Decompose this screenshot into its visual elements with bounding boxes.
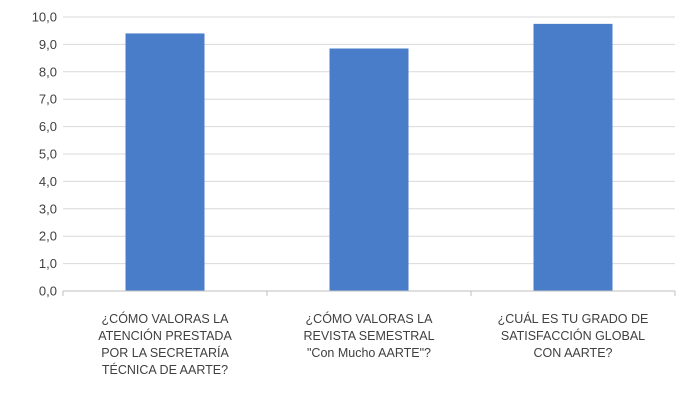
- y-tick-label: 2,0: [39, 229, 57, 244]
- x-category-label-line: POR LA SECRETARÍA: [101, 345, 229, 360]
- y-tick-label: 8,0: [39, 64, 57, 79]
- x-category-label-line: TÉCNICA DE AARTE?: [102, 362, 228, 377]
- y-tick-label: 6,0: [39, 119, 57, 134]
- y-axis-tick-labels: 0,0 1,0 2,0 3,0 4,0 5,0 6,0 7,0 8,0 9,0 10,0: [32, 10, 57, 299]
- bar-1: [125, 33, 205, 291]
- x-category-label-line: "Con Mucho AARTE"?: [307, 346, 431, 360]
- x-category-label-line: ATENCIÓN PRESTADA: [98, 328, 232, 343]
- x-category-label-line: CON AARTE?: [534, 346, 613, 360]
- x-axis-category-labels: ¿CÓMO VALORAS LA ATENCIÓN PRESTADA POR LA …: [98, 311, 648, 377]
- x-category-label-1: ¿CÓMO VALORAS LA ATENCIÓN PRESTADA POR LA …: [98, 311, 232, 377]
- y-tick-label: 5,0: [39, 147, 57, 162]
- x-category-label-3: ¿CUÁL ES TU GRADO DE SATISFACCIÓN GLOBAL C…: [498, 311, 649, 360]
- x-category-label-line: REVISTA SEMESTRAL: [303, 329, 434, 343]
- x-category-label-line: ¿CÓMO VALORAS LA: [306, 311, 434, 326]
- x-category-label-line: ¿CÓMO VALORAS LA: [102, 311, 230, 326]
- x-category-label-2: ¿CÓMO VALORAS LA REVISTA SEMESTRAL "Con Mu…: [303, 311, 434, 360]
- bar-2: [329, 48, 409, 292]
- y-tick-label: 7,0: [39, 92, 57, 107]
- y-tick-label: 10,0: [32, 10, 57, 25]
- bar-3: [533, 23, 613, 291]
- y-tick-label: 4,0: [39, 174, 57, 189]
- y-tick-label: 3,0: [39, 201, 57, 216]
- x-category-label-line: SATISFACCIÓN GLOBAL: [501, 328, 645, 343]
- y-tick-label: 9,0: [39, 37, 57, 52]
- bars: [125, 23, 613, 292]
- y-tick-label: 0,0: [39, 284, 57, 299]
- y-tick-label: 1,0: [39, 256, 57, 271]
- x-axis: [62, 290, 676, 296]
- x-category-label-line: ¿CUÁL ES TU GRADO DE: [498, 311, 649, 326]
